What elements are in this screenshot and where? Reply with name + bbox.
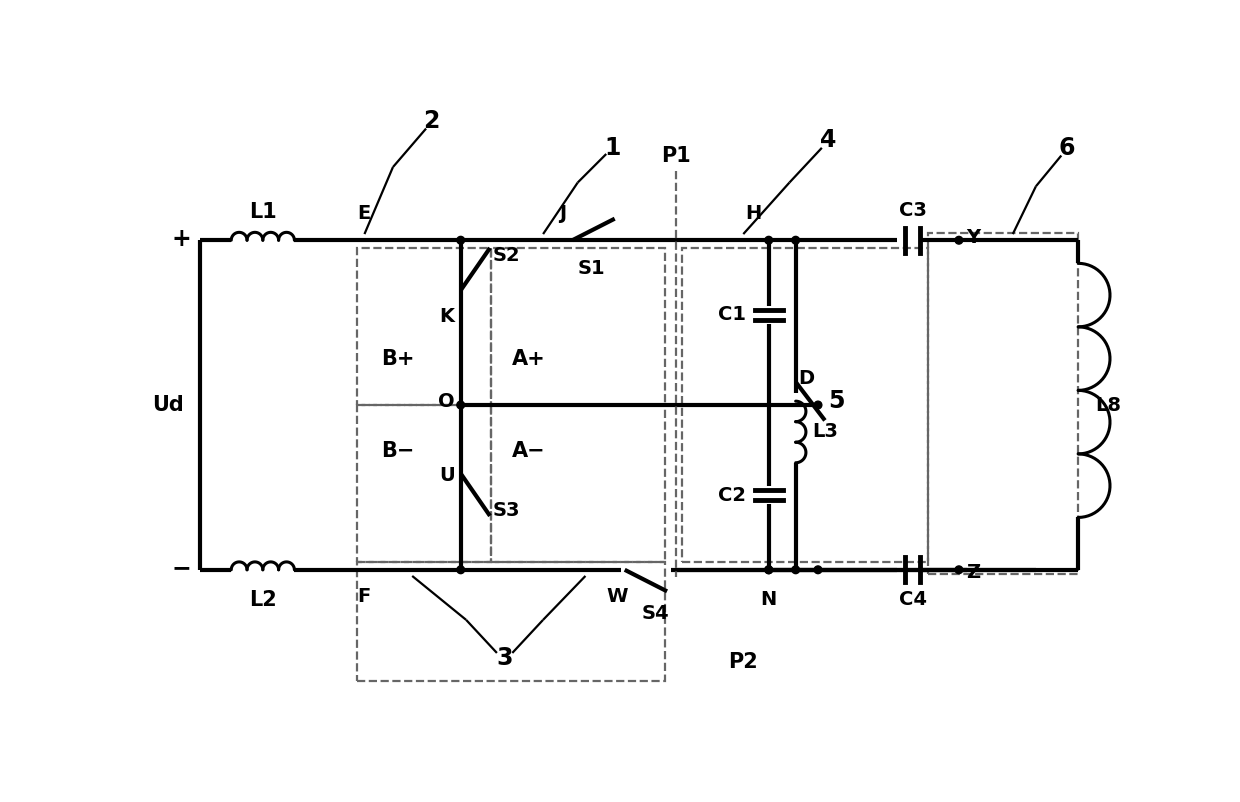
Circle shape <box>765 237 773 244</box>
Text: Ud: Ud <box>153 395 184 415</box>
Circle shape <box>456 237 465 244</box>
Text: F: F <box>357 587 371 606</box>
Circle shape <box>792 237 800 244</box>
Text: S1: S1 <box>578 260 605 278</box>
Text: A+: A+ <box>512 349 546 369</box>
Text: E: E <box>357 205 371 223</box>
Text: C1: C1 <box>718 306 745 325</box>
Text: 1: 1 <box>604 136 620 160</box>
Text: −: − <box>171 557 191 581</box>
Circle shape <box>955 237 962 244</box>
Text: D: D <box>799 369 815 388</box>
Text: 3: 3 <box>496 646 513 670</box>
Text: C3: C3 <box>899 201 926 221</box>
Circle shape <box>456 401 465 409</box>
Text: Z: Z <box>967 563 981 582</box>
Bar <box>491 248 665 405</box>
Text: +: + <box>171 227 191 251</box>
Text: L1: L1 <box>249 202 277 221</box>
Text: K: K <box>439 307 455 326</box>
Text: 4: 4 <box>820 128 836 152</box>
Text: H: H <box>745 205 761 223</box>
Text: P2: P2 <box>728 652 758 672</box>
Text: J: J <box>559 205 565 223</box>
Text: A−: A− <box>512 441 546 461</box>
Text: L8: L8 <box>1095 395 1121 415</box>
Text: W: W <box>606 587 627 606</box>
Bar <box>491 405 665 562</box>
Circle shape <box>765 566 773 573</box>
Text: C2: C2 <box>718 485 745 504</box>
Text: L2: L2 <box>249 589 277 610</box>
Text: 6: 6 <box>1059 136 1075 160</box>
Text: 5: 5 <box>828 389 844 413</box>
Text: S3: S3 <box>494 501 521 520</box>
Bar <box>928 233 1079 573</box>
Circle shape <box>456 566 465 573</box>
Circle shape <box>955 566 962 573</box>
Circle shape <box>815 566 822 573</box>
Text: S2: S2 <box>494 246 521 265</box>
Circle shape <box>765 566 773 573</box>
Text: C4: C4 <box>899 589 926 609</box>
Bar <box>357 562 665 682</box>
Text: L3: L3 <box>812 423 838 441</box>
Text: N: N <box>760 589 776 609</box>
Text: O: O <box>438 392 455 411</box>
Text: B−: B− <box>382 441 414 461</box>
Bar <box>357 248 491 405</box>
Bar <box>357 405 491 562</box>
Circle shape <box>815 401 822 409</box>
Text: 2: 2 <box>423 109 440 133</box>
Text: S4: S4 <box>642 605 670 623</box>
Text: B+: B+ <box>382 349 415 369</box>
Circle shape <box>792 566 800 573</box>
Text: U: U <box>439 466 455 484</box>
Bar <box>682 248 928 562</box>
Text: Y: Y <box>967 228 981 247</box>
Text: P1: P1 <box>661 145 691 165</box>
